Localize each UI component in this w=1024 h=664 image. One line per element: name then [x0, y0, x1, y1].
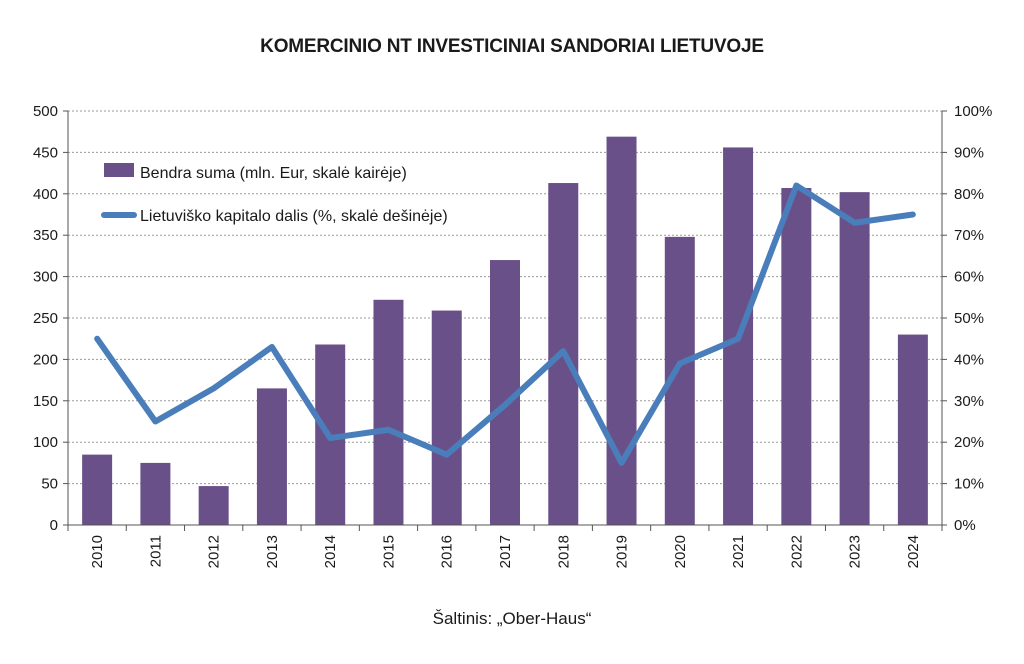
x-tick-label: 2013: [264, 535, 281, 568]
y-left-tick-label: 250: [33, 310, 58, 327]
x-tick-label: 2020: [672, 535, 689, 568]
y-right-tick-label: 40%: [954, 351, 984, 368]
x-tick-label: 2024: [905, 535, 922, 568]
y-right-tick-label: 100%: [954, 103, 992, 120]
source-note: Šaltinis: „Ober-Haus“: [432, 609, 592, 628]
y-left-tick-label: 50: [41, 476, 58, 493]
x-tick-label: 2014: [322, 535, 339, 568]
y-left-tick-label: 0: [50, 517, 58, 534]
bar-series: [82, 136, 928, 526]
y-right-tick-label: 90%: [954, 144, 984, 161]
x-tick-label: 2015: [380, 535, 397, 568]
x-tick-label: 2011: [147, 535, 164, 567]
y-left-tick-label: 150: [33, 393, 58, 410]
line-path: [94, 182, 916, 466]
y-right-tick-label: 10%: [954, 476, 984, 493]
line-series: [94, 182, 916, 466]
y-left-tick-label: 200: [33, 351, 58, 368]
bar: [781, 188, 812, 525]
legend: Bendra suma (mln. Eur, skalė kairėje) Li…: [101, 163, 448, 225]
y-left-tick-label: 450: [33, 144, 58, 161]
legend-label-bars: Bendra suma (mln. Eur, skalė kairėje): [140, 165, 407, 182]
y-right-tick-label: 20%: [954, 434, 984, 451]
bar: [431, 310, 462, 525]
x-tick-label: 2016: [439, 535, 456, 568]
y-right-tick-label: 50%: [954, 310, 984, 327]
chart-title: KOMERCINIO NT INVESTICINIAI SANDORIAI LI…: [260, 36, 764, 57]
bar: [140, 462, 171, 525]
y-left-tick-label: 500: [33, 103, 58, 120]
y-right-tick-label: 60%: [954, 269, 984, 286]
bar: [897, 334, 928, 525]
x-tick-label: 2021: [730, 535, 747, 568]
x-tick-label: 2023: [847, 535, 864, 568]
y-right-tick-label: 0%: [954, 517, 976, 534]
x-tick-label: 2022: [788, 535, 805, 568]
x-tick-label: 2019: [614, 535, 631, 568]
x-tick-label: 2010: [89, 535, 106, 568]
x-tick-label: 2017: [497, 535, 514, 568]
legend-label-line: Lietuviško kapitalo dalis (%, skalė deši…: [140, 208, 448, 225]
bar: [198, 486, 229, 525]
y-right-tick-label: 30%: [954, 393, 984, 410]
y-right-tick-label: 70%: [954, 227, 984, 244]
x-tick-label: 2018: [555, 535, 572, 568]
bar: [839, 192, 870, 526]
y-left-tick-label: 400: [33, 186, 58, 203]
y-left-tick-label: 350: [33, 227, 58, 244]
bar: [606, 136, 637, 525]
y-left-tick-label: 300: [33, 269, 58, 286]
bar: [373, 299, 404, 525]
y-right-tick-label: 80%: [954, 186, 984, 203]
y-left-tick-label: 100: [33, 434, 58, 451]
axes: 0 50 100 150 200 250 300 350 400 450 500 0% 10% 20% 30…: [33, 103, 992, 568]
bar: [256, 388, 287, 525]
bar: [82, 454, 113, 525]
x-tick-label: 2012: [206, 535, 223, 568]
legend-swatch-bars: [104, 163, 134, 177]
